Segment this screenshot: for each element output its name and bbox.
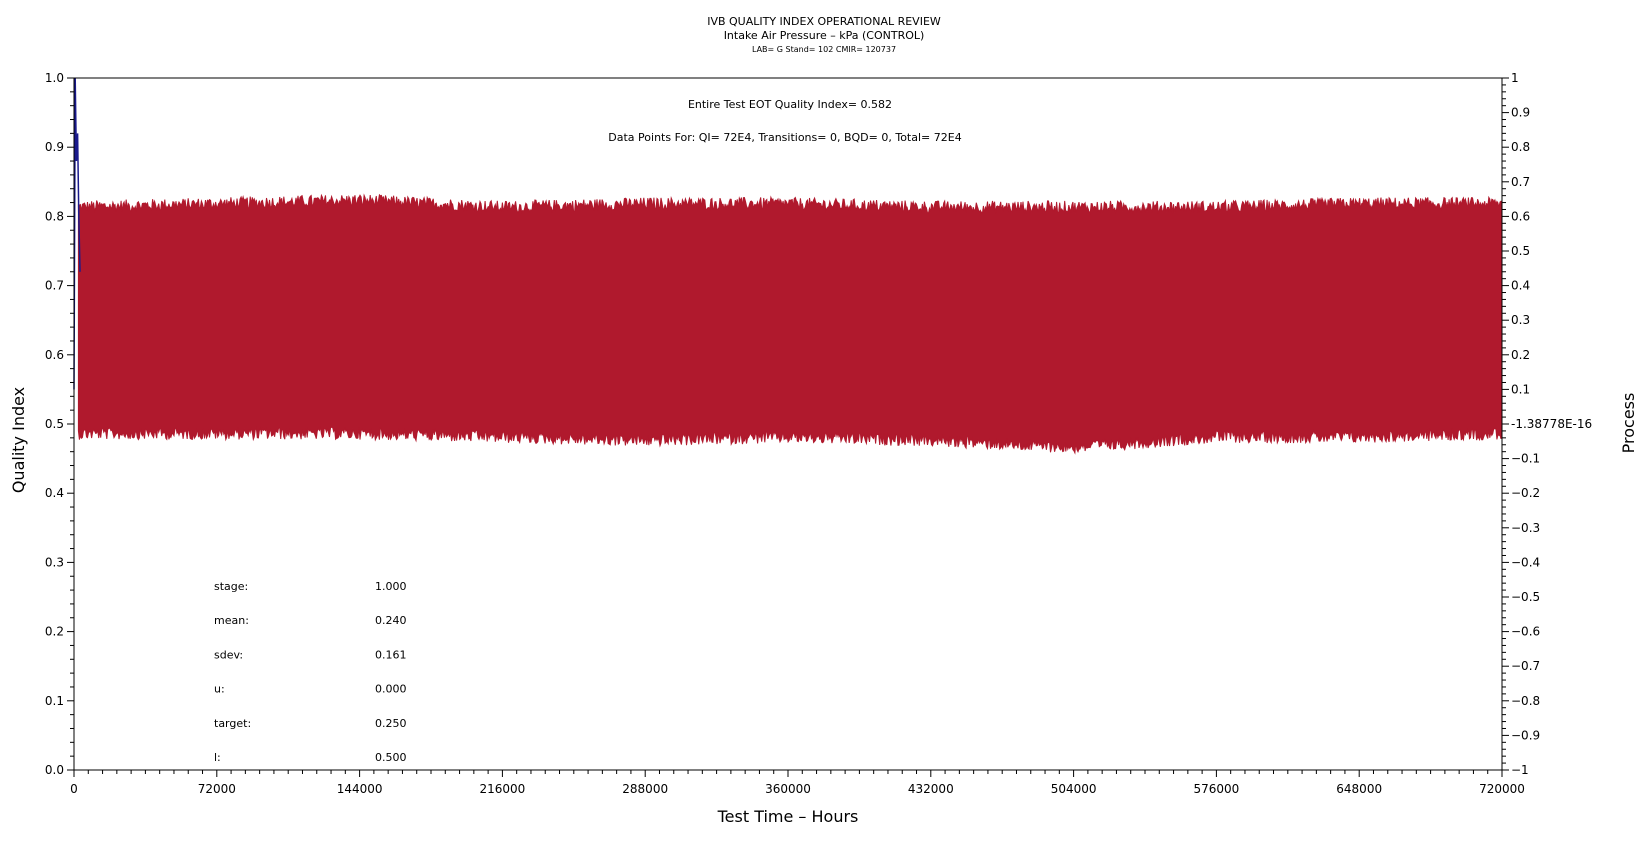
chart-subtitle: Intake Air Pressure – kPa (CONTROL) — [724, 29, 925, 42]
stat-label: sdev: — [214, 648, 243, 661]
y2-tick-label: −0.8 — [1511, 694, 1540, 708]
y2-tick-label: 0.8 — [1511, 140, 1530, 154]
y2-tick-label: 0.1 — [1511, 382, 1530, 396]
y2-tick-label: 0.4 — [1511, 279, 1530, 293]
data-points-annotation: Data Points For: QI= 72E4, Transitions= … — [608, 131, 961, 144]
y2-tick-label: 0.5 — [1511, 244, 1530, 258]
axes-layer: 0.0 0.1 0.2 0.3 0.4 0.5 0.6 0.7 0.8 0.9 1.0 1 0.9 0.8… — [45, 71, 1592, 796]
y2-tick-label: 0.9 — [1511, 106, 1530, 120]
stat-label: stage: — [214, 580, 248, 593]
stat-label: l: — [214, 751, 221, 764]
y-tick-label: 0.5 — [45, 417, 64, 431]
series-startup-line — [73, 77, 81, 390]
y2-tick-label: 0.7 — [1511, 175, 1530, 189]
eot-quality-index-annotation: Entire Test EOT Quality Index= 0.582 — [688, 98, 892, 111]
x-tick-label: 72000 — [198, 782, 236, 796]
x-tick-label: 288000 — [622, 782, 668, 796]
x-axis-title: Test Time – Hours — [717, 807, 859, 826]
y-tick-label: 0.0 — [45, 763, 64, 777]
y-tick-label: 0.1 — [45, 694, 64, 708]
y-tick-label: 0.6 — [45, 348, 64, 362]
y-tick-label: 0.9 — [45, 140, 64, 154]
stat-value: 1.000 — [375, 580, 407, 593]
y2-tick-label: −0.3 — [1511, 521, 1540, 535]
y2-tick-label: −0.1 — [1511, 452, 1540, 466]
y2-tick-label: 0.6 — [1511, 209, 1530, 223]
y-tick-label: 0.4 — [45, 486, 64, 500]
x-tick-label: 576000 — [1193, 782, 1239, 796]
stat-value: 0.500 — [375, 751, 407, 764]
y2-tick-label: -1.38778E-16 — [1511, 417, 1592, 431]
x-tick-label: 504000 — [1051, 782, 1097, 796]
chart-subsubtitle: LAB= G Stand= 102 CMIR= 120737 — [752, 45, 896, 54]
y-tick-label: 0.7 — [45, 279, 64, 293]
stat-label: u: — [214, 683, 225, 696]
y2-tick-label: −0.5 — [1511, 590, 1540, 604]
x-tick-label: 0 — [70, 782, 78, 796]
y2-tick-label: −0.2 — [1511, 486, 1540, 500]
x-tick-label: 144000 — [337, 782, 383, 796]
y2-tick-label: 0.3 — [1511, 313, 1530, 327]
y2-tick-label: −0.4 — [1511, 555, 1540, 569]
stat-value: 0.161 — [375, 648, 407, 661]
stat-label: mean: — [214, 614, 249, 627]
y2-tick-label: −0.6 — [1511, 625, 1540, 639]
x-tick-label: 360000 — [765, 782, 811, 796]
x-tick-label: 216000 — [479, 782, 525, 796]
y2-tick-label: 0.2 — [1511, 348, 1530, 362]
y2-tick-label: 1 — [1511, 71, 1519, 85]
series-band — [77, 193, 1503, 455]
stats-block: stage: 1.000 mean: 0.240 sdev: 0.161 u: 0.000 ta… — [214, 580, 407, 764]
chart-title: IVB QUALITY INDEX OPERATIONAL REVIEW — [707, 15, 941, 28]
stat-value: 0.240 — [375, 614, 407, 627]
y-tick-label: 0.3 — [45, 555, 64, 569]
stat-value: 0.000 — [375, 683, 407, 696]
y2-tick-label: −0.9 — [1511, 728, 1540, 742]
x-tick-label: 720000 — [1479, 782, 1525, 796]
y2-tick-label: −1 — [1511, 763, 1529, 777]
y2-axis-title: Process — [1619, 393, 1638, 454]
y-axis-title: Quality Index — [9, 387, 28, 493]
x-tick-label: 648000 — [1336, 782, 1382, 796]
y2-tick-label: −0.7 — [1511, 659, 1540, 673]
y-tick-label: 0.8 — [45, 209, 64, 223]
stat-value: 0.250 — [375, 717, 407, 730]
y-tick-label: 0.2 — [45, 625, 64, 639]
x-tick-label: 432000 — [908, 782, 954, 796]
stat-label: target: — [214, 717, 251, 730]
y-tick-label: 1.0 — [45, 71, 64, 85]
